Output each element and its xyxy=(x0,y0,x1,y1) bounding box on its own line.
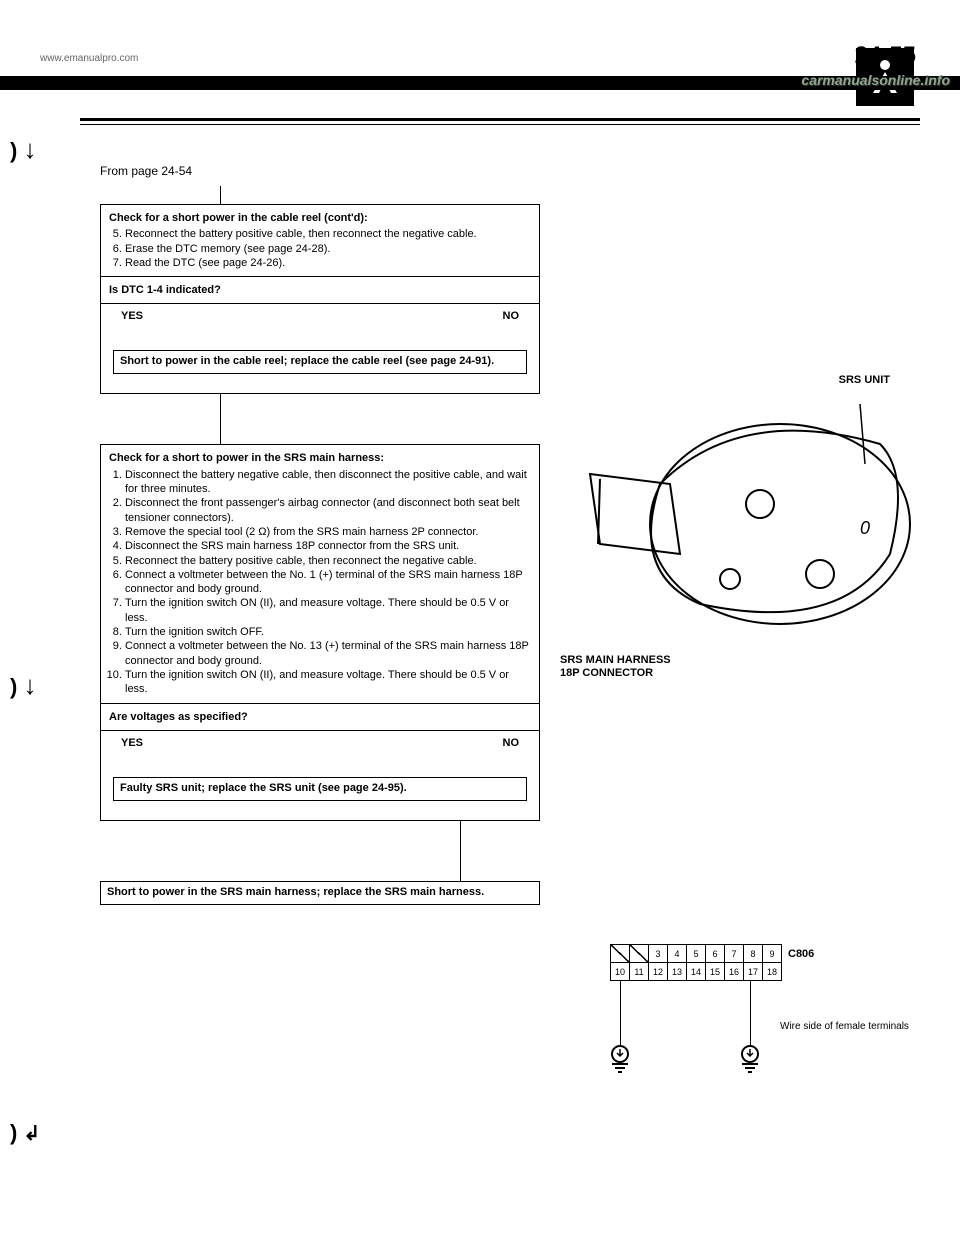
ground-icon xyxy=(742,1063,758,1073)
yes-label: YES xyxy=(121,310,143,322)
flow-terminal: Short to power in the SRS main harness; … xyxy=(100,881,540,905)
list-item: Read the DTC (see page 24-26). xyxy=(125,256,531,270)
flow-step-check-cable: Check for a short power in the cable ree… xyxy=(100,204,540,277)
footer-url: www.emanualpro.com xyxy=(40,53,138,64)
content-row: From page 24-54 Check for a short power … xyxy=(100,164,920,905)
list-item: Turn the ignition switch ON (II), and me… xyxy=(125,596,531,625)
list-item: Reconnect the battery positive cable, th… xyxy=(125,227,531,241)
list-item: Connect a voltmeter between the No. 13 (… xyxy=(125,639,531,668)
connector-line xyxy=(220,186,540,204)
srs-unit-svg: 0 xyxy=(560,374,920,654)
connector-pin-table: 3 4 5 6 7 8 9 10 11 12 13 xyxy=(610,944,782,981)
harness-connector-label: SRS MAIN HARNESS 18P CONNECTOR xyxy=(560,654,671,680)
wire-line xyxy=(750,981,751,1051)
flowchart-column: From page 24-54 Check for a short power … xyxy=(100,164,540,905)
pin-cell: 3 xyxy=(649,945,668,963)
list-item: Disconnect the SRS main harness 18P conn… xyxy=(125,539,531,553)
pin-cell: 6 xyxy=(706,945,725,963)
page: ) ↓ ) ↓ ) ↲ From page 24-54 Check for a … xyxy=(0,0,960,90)
pin-cell xyxy=(630,945,649,963)
no-label: NO xyxy=(503,310,520,322)
pin-cell: 14 xyxy=(687,963,706,981)
list-item: Remove the special tool (2 Ω) from the S… xyxy=(125,525,531,539)
pin-cell: 13 xyxy=(668,963,687,981)
branch-result: Faulty SRS unit; replace the SRS unit (s… xyxy=(113,777,527,801)
list-item: Disconnect the front passenger's airbag … xyxy=(125,496,531,525)
pin-cell: 18 xyxy=(763,963,782,981)
probe-icon xyxy=(741,1045,759,1063)
list-item: Disconnect the battery negative cable, t… xyxy=(125,468,531,497)
yes-no-branch: YES NO Faulty SRS unit; replace the SRS … xyxy=(100,731,540,821)
from-page-label: From page 24-54 xyxy=(100,164,540,178)
step-title: Check for a short power in the cable ree… xyxy=(109,211,531,225)
pin-cell: 11 xyxy=(630,963,649,981)
connector-line xyxy=(220,394,221,444)
svg-text:0: 0 xyxy=(860,518,870,538)
ground-icon xyxy=(612,1063,628,1073)
srs-unit-illustration: SRS UNIT 0 SRS MAIN HARNE xyxy=(560,374,920,659)
watermark-text: carmanualsonline.info xyxy=(801,72,950,88)
pin-cell: 5 xyxy=(687,945,706,963)
yes-label: YES xyxy=(121,737,143,749)
side-mark: ) ↲ xyxy=(10,1120,40,1146)
list-item: Erase the DTC memory (see page 24-28). xyxy=(125,242,531,256)
no-label: NO xyxy=(503,737,520,749)
side-mark: ) ↓ xyxy=(10,670,36,701)
pin-cell: 12 xyxy=(649,963,668,981)
flow-step-check-srs: Check for a short to power in the SRS ma… xyxy=(100,444,540,703)
connector-wires: Wire side of female terminals xyxy=(610,981,930,1101)
connector-id-label: C806 xyxy=(788,948,814,960)
list-item: Reconnect the battery positive cable, th… xyxy=(125,554,531,568)
probe-icon xyxy=(611,1045,629,1063)
list-item: Turn the ignition switch OFF. xyxy=(125,625,531,639)
branch-result: Short to power in the cable reel; replac… xyxy=(113,350,527,374)
srs-unit-label: SRS UNIT xyxy=(839,374,890,386)
list-item: Connect a voltmeter between the No. 1 (+… xyxy=(125,568,531,597)
diagram-column: SRS UNIT 0 SRS MAIN HARNE xyxy=(570,164,920,905)
step-title: Check for a short to power in the SRS ma… xyxy=(109,451,531,465)
pin-cell: 10 xyxy=(611,963,630,981)
wire-side-note: Wire side of female terminals xyxy=(780,1021,909,1033)
connector-line xyxy=(460,821,461,881)
side-mark: ) ↓ xyxy=(10,134,36,165)
pin-cell: 15 xyxy=(706,963,725,981)
pin-cell: 9 xyxy=(763,945,782,963)
step-list: Reconnect the battery positive cable, th… xyxy=(109,227,531,270)
header-rule-thin xyxy=(80,124,920,125)
page-number: 24-55 xyxy=(855,42,916,70)
pin-cell: 4 xyxy=(668,945,687,963)
pin-cell: 7 xyxy=(725,945,744,963)
connector-diagram: 3 4 5 6 7 8 9 10 11 12 13 xyxy=(570,944,930,1101)
pin-cell: 17 xyxy=(744,963,763,981)
step-list: Disconnect the battery negative cable, t… xyxy=(109,468,531,697)
pin-cell: 16 xyxy=(725,963,744,981)
wire-line xyxy=(620,981,621,1051)
flow-decision: Is DTC 1-4 indicated? xyxy=(100,277,540,304)
yes-no-branch: YES NO Short to power in the cable reel;… xyxy=(100,304,540,394)
pin-cell: 8 xyxy=(744,945,763,963)
pin-cell xyxy=(611,945,630,963)
header-rule-thick xyxy=(80,118,920,121)
list-item: Turn the ignition switch ON (II), and me… xyxy=(125,668,531,697)
flow-decision: Are voltages as specified? xyxy=(100,704,540,731)
